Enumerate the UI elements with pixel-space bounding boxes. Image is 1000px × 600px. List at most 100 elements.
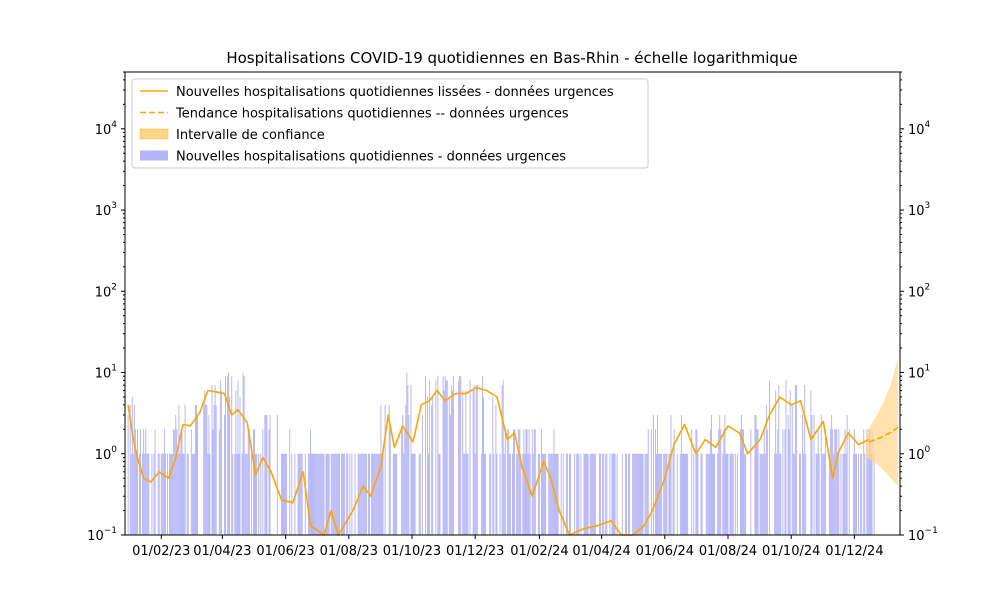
- daily-bar: [439, 453, 441, 535]
- daily-bar: [171, 453, 173, 535]
- daily-bar: [824, 429, 826, 535]
- bars-layer: [127, 372, 875, 535]
- daily-bar: [713, 453, 714, 535]
- daily-bar: [413, 453, 415, 535]
- daily-bar: [673, 429, 675, 535]
- daily-bar: [484, 453, 485, 535]
- daily-bar: [207, 453, 209, 535]
- daily-bar: [817, 429, 819, 535]
- daily-bar: [334, 453, 336, 535]
- daily-bar: [629, 453, 631, 535]
- daily-bar: [357, 453, 359, 535]
- daily-bar: [170, 453, 172, 535]
- daily-bar: [393, 453, 395, 535]
- daily-bar: [833, 453, 835, 535]
- daily-bar: [519, 429, 521, 535]
- daily-bar: [331, 453, 333, 535]
- daily-bar: [685, 453, 686, 535]
- daily-bar: [291, 453, 293, 535]
- daily-bar: [813, 414, 815, 535]
- daily-bar: [179, 453, 181, 535]
- daily-bar: [496, 453, 498, 535]
- daily-bar: [464, 453, 466, 535]
- daily-bar: [258, 453, 260, 535]
- daily-bar: [718, 429, 720, 535]
- daily-bar: [167, 453, 168, 535]
- daily-bar: [186, 453, 188, 535]
- daily-bar: [250, 453, 252, 535]
- daily-bar: [644, 453, 646, 535]
- daily-bar: [335, 453, 337, 535]
- daily-bar: [354, 453, 356, 535]
- daily-bar: [580, 453, 582, 535]
- daily-bar: [265, 414, 267, 535]
- daily-bar: [485, 453, 487, 535]
- daily-bar: [164, 453, 166, 535]
- daily-bar: [736, 453, 738, 535]
- daily-bar: [659, 453, 661, 535]
- daily-bar: [483, 396, 484, 535]
- daily-bar: [476, 385, 478, 535]
- daily-bar: [663, 453, 665, 535]
- daily-bar: [309, 429, 311, 535]
- daily-bar: [444, 376, 446, 535]
- daily-bar: [412, 453, 414, 535]
- daily-bar: [392, 453, 394, 535]
- daily-bar: [320, 453, 322, 535]
- daily-bar: [373, 453, 375, 535]
- daily-bar: [871, 429, 873, 535]
- daily-bar: [458, 380, 460, 535]
- daily-bar: [227, 376, 229, 535]
- daily-bar: [443, 390, 445, 535]
- daily-bar: [842, 453, 844, 535]
- daily-bar: [158, 453, 160, 535]
- daily-bar: [843, 453, 845, 535]
- daily-bar: [578, 453, 580, 535]
- daily-bar: [815, 453, 817, 535]
- daily-bar: [544, 453, 546, 535]
- daily-bar: [425, 376, 426, 535]
- daily-bar: [560, 453, 562, 535]
- daily-bar: [351, 453, 353, 535]
- daily-bar: [551, 453, 553, 535]
- daily-bar: [696, 429, 698, 535]
- legend-label: Intervalle de confiance: [176, 128, 325, 143]
- daily-bar: [603, 453, 605, 535]
- x-tick-label: 01/08/24: [699, 544, 757, 559]
- daily-bar: [800, 453, 801, 535]
- daily-bar: [244, 453, 246, 535]
- daily-bar: [684, 453, 685, 535]
- lines-layer: [127, 386, 899, 536]
- daily-bar: [469, 380, 471, 535]
- daily-bar: [822, 453, 824, 535]
- daily-bar: [724, 414, 726, 535]
- daily-bar: [508, 453, 510, 535]
- x-tick-label: 01/12/23: [446, 544, 504, 559]
- daily-bar: [332, 453, 334, 535]
- daily-bar: [774, 453, 776, 535]
- daily-bar: [213, 404, 215, 535]
- daily-bar: [280, 453, 282, 535]
- daily-bar: [431, 404, 433, 535]
- daily-bar: [707, 453, 709, 535]
- daily-bar: [215, 404, 217, 535]
- daily-bar: [720, 429, 722, 535]
- daily-bar: [317, 453, 319, 535]
- y-tick-label-left: 104: [95, 120, 118, 138]
- daily-bar: [570, 453, 571, 535]
- daily-bar: [407, 385, 409, 535]
- y-tick-label-left: 103: [95, 201, 117, 219]
- daily-bar: [445, 380, 447, 535]
- daily-bar: [512, 453, 513, 535]
- daily-bar: [408, 414, 410, 535]
- daily-bar: [777, 429, 779, 535]
- daily-bar: [318, 453, 320, 535]
- daily-bar: [782, 429, 784, 535]
- legend-label: Tendance hospitalisations quotidiennes -…: [175, 107, 569, 122]
- daily-bar: [637, 453, 639, 535]
- daily-bar: [844, 429, 846, 535]
- daily-bar: [665, 453, 667, 535]
- daily-bar: [657, 414, 659, 535]
- daily-bar: [442, 376, 444, 535]
- daily-bar: [219, 380, 221, 535]
